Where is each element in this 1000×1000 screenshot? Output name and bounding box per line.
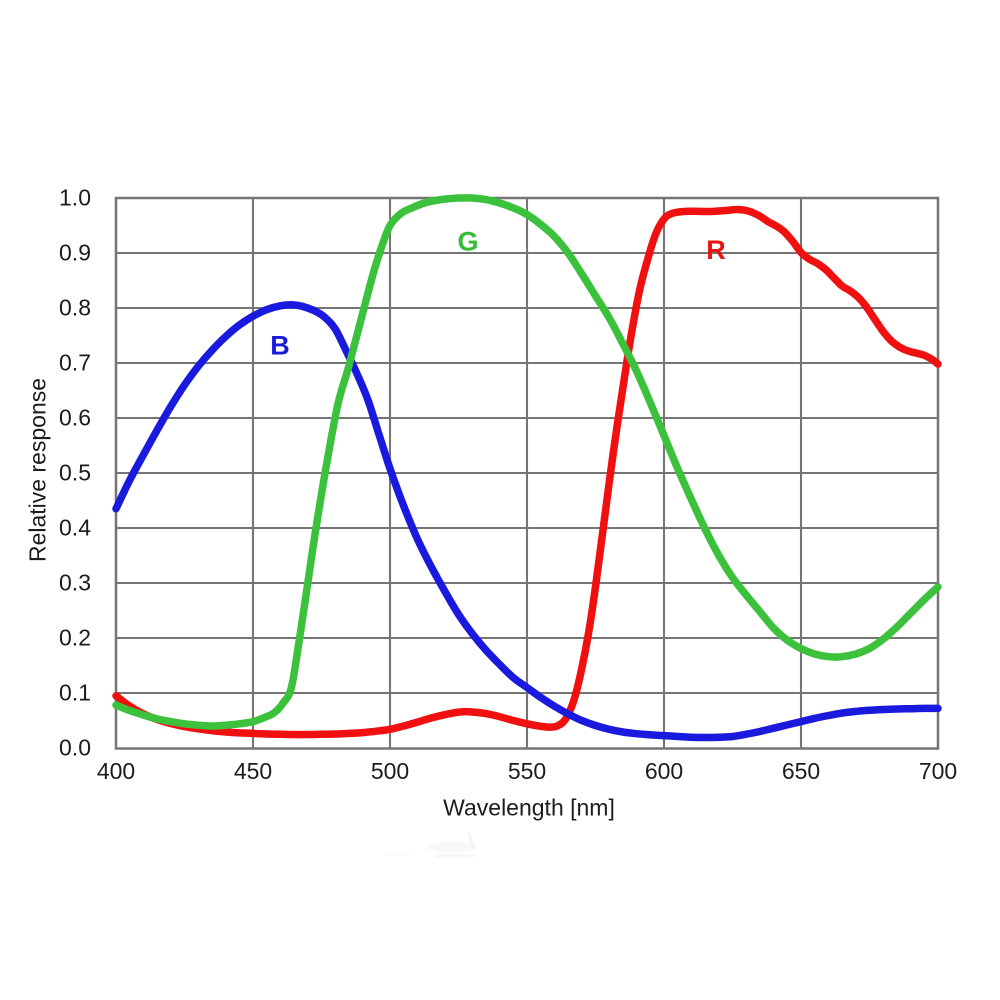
svg-text:Wavelength [nm]: Wavelength [nm] — [443, 795, 615, 821]
svg-text:500: 500 — [371, 758, 409, 784]
svg-text:0.9: 0.9 — [59, 240, 91, 266]
svg-text:1.0: 1.0 — [59, 185, 91, 211]
svg-text:0.1: 0.1 — [59, 680, 91, 706]
svg-text:650: 650 — [782, 758, 820, 784]
svg-text:0.4: 0.4 — [59, 515, 91, 541]
svg-text:0.5: 0.5 — [59, 460, 91, 486]
svg-text:R: R — [706, 235, 726, 265]
svg-text:0.7: 0.7 — [59, 350, 91, 376]
svg-text:550: 550 — [508, 758, 546, 784]
svg-text:450: 450 — [234, 758, 272, 784]
svg-text:600: 600 — [645, 758, 683, 784]
svg-text:400: 400 — [97, 758, 135, 784]
svg-text:0.3: 0.3 — [59, 570, 91, 596]
svg-text:0.2: 0.2 — [59, 625, 91, 651]
svg-text:0.6: 0.6 — [59, 405, 91, 431]
svg-text:B: B — [270, 331, 290, 361]
svg-text:0.8: 0.8 — [59, 295, 91, 321]
svg-text:G: G — [457, 227, 478, 257]
svg-text:Relative response: Relative response — [25, 378, 51, 562]
svg-text:700: 700 — [919, 758, 957, 784]
svg-text:0.0: 0.0 — [59, 735, 91, 761]
